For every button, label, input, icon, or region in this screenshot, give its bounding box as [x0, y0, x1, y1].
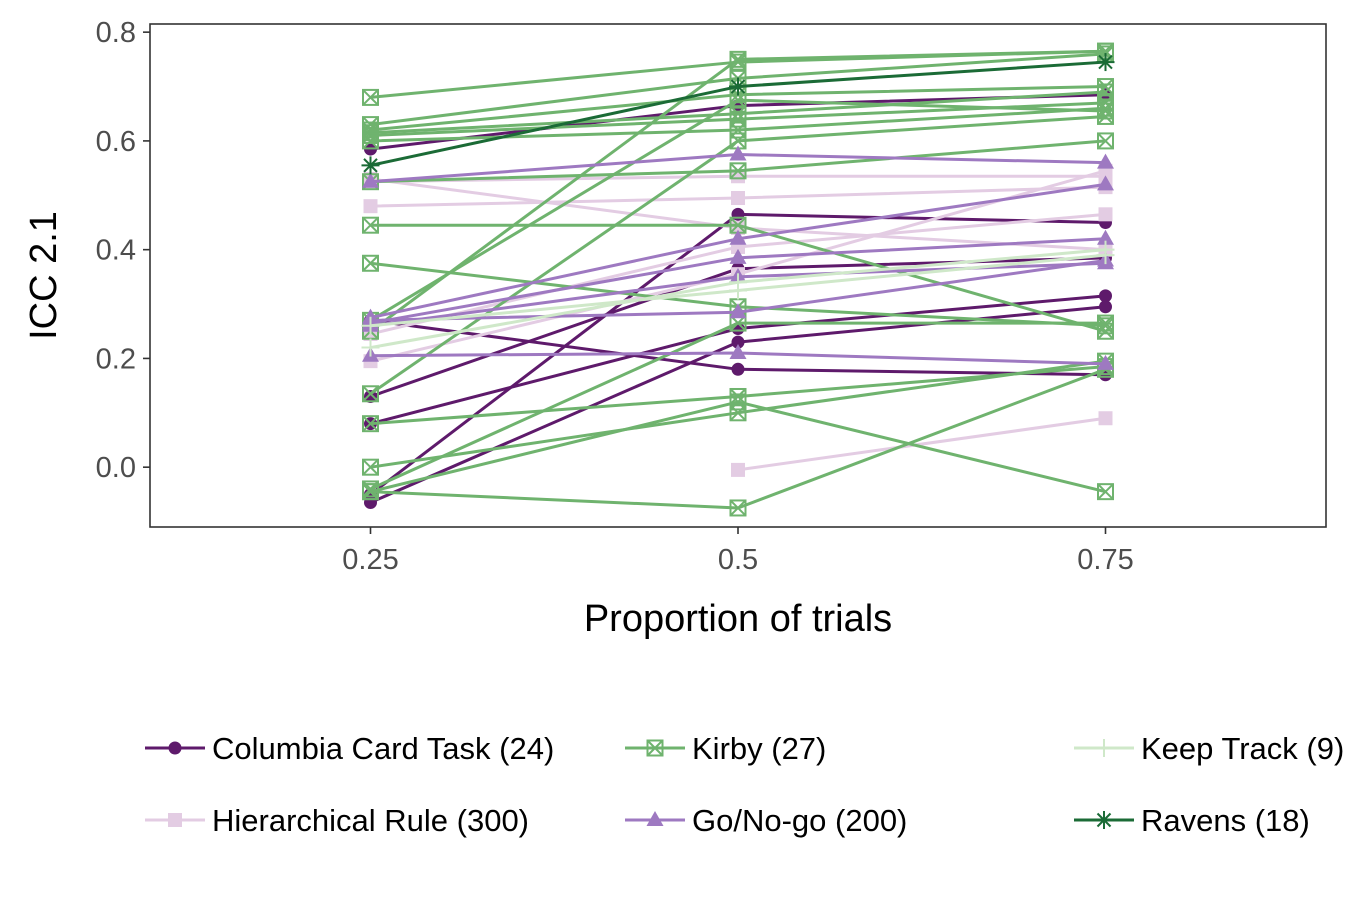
x-tick-label: 0.5 — [718, 544, 758, 576]
data-point — [362, 254, 379, 272]
y-axis: 0.0 0.2 0.4 0.6 0.8 — [96, 17, 150, 484]
y-tick-label: 0.8 — [96, 17, 136, 49]
data-point — [731, 207, 745, 221]
legend-label: Kirby (27) — [692, 731, 826, 766]
series-group-keep-track — [361, 240, 1115, 357]
series-line — [737, 416, 1106, 472]
data-point — [1097, 175, 1114, 191]
series-go-no-go-line-1 — [362, 145, 1114, 188]
data-point — [729, 145, 747, 161]
data-point — [731, 169, 745, 184]
data-point — [1099, 289, 1112, 303]
legend-key-marker — [1095, 739, 1113, 757]
legend-item-columbia-card-task: Columbia Card Task (24) — [145, 731, 554, 766]
data-point — [1097, 354, 1114, 370]
y-tick-label: 0.6 — [96, 126, 136, 158]
series-kirby-line-17 — [362, 360, 1114, 517]
data-point — [361, 156, 380, 175]
data-point — [362, 132, 379, 150]
legend-label: Columbia Card Task (24) — [212, 731, 554, 766]
data-point — [731, 335, 745, 349]
data-point — [362, 172, 379, 188]
y-tick-label: 0.4 — [96, 235, 136, 267]
data-point — [1098, 207, 1113, 222]
series-kirby-line-6 — [362, 99, 1114, 150]
data-point — [729, 273, 747, 292]
legend-key-marker — [646, 739, 664, 757]
data-point — [1097, 107, 1114, 125]
x-tick-label: 0.25 — [342, 544, 398, 576]
data-point — [729, 393, 747, 411]
data-point — [1099, 300, 1112, 314]
legend-key-marker — [646, 811, 664, 826]
legend-item-hierarchical-rule: Hierarchical Rule (300) — [145, 803, 529, 838]
data-point — [362, 216, 379, 234]
data-point — [729, 343, 747, 359]
legend-item-ravens: Ravens (18) — [1074, 803, 1310, 838]
series-ravens-line-1 — [361, 53, 1115, 175]
data-point — [729, 248, 747, 264]
data-point — [729, 499, 747, 517]
data-point — [1097, 229, 1114, 245]
data-point — [729, 77, 747, 96]
data-point — [729, 50, 747, 68]
data-point — [361, 316, 380, 335]
data-point — [731, 191, 745, 206]
data-point — [731, 362, 745, 376]
y-tick-label: 0.0 — [96, 452, 136, 484]
data-point — [729, 162, 747, 180]
data-point — [1098, 411, 1113, 426]
legend-label: Keep Track (9) — [1141, 731, 1344, 766]
data-point — [364, 496, 377, 510]
data-point — [1096, 240, 1115, 259]
data-point — [362, 458, 379, 476]
legend-item-keep-track: Keep Track (9) — [1074, 731, 1344, 766]
series-hierarchical-rule-line-6 — [731, 411, 1113, 477]
data-point — [729, 229, 747, 245]
x-tick-label: 0.75 — [1077, 544, 1133, 576]
data-point — [1097, 153, 1114, 169]
legend-item-go-no-go: Go/No-go (200) — [625, 803, 907, 838]
data-point — [1097, 132, 1114, 150]
data-point — [362, 88, 379, 106]
y-axis-title: ICC 2.1 — [23, 211, 65, 340]
legend: Columbia Card Task (24) Hierarchical Rule… — [145, 731, 1344, 838]
legend-label: Hierarchical Rule (300) — [212, 803, 529, 838]
legend-key-marker — [168, 741, 182, 755]
data-point — [361, 338, 380, 357]
legend-label: Ravens (18) — [1141, 803, 1310, 838]
data-point — [363, 199, 378, 214]
legend-key-marker — [1095, 811, 1113, 829]
data-point — [362, 385, 379, 403]
x-axis-title: Proportion of trials — [584, 598, 892, 640]
y-tick-label: 0.2 — [96, 343, 136, 375]
legend-item-kirby: Kirby (27) — [625, 731, 826, 766]
data-point — [731, 462, 745, 477]
data-point — [1097, 314, 1114, 332]
legend-key-marker — [168, 813, 182, 827]
data-point — [362, 483, 379, 501]
series-layer — [361, 42, 1115, 517]
data-point — [729, 303, 747, 319]
x-axis: 0.25 0.5 0.75 — [342, 527, 1134, 576]
series-keep-track-line-2 — [361, 240, 1115, 357]
series-go-no-go-line-5 — [362, 251, 1114, 327]
data-point — [1097, 483, 1114, 501]
data-point — [362, 415, 379, 433]
series-group-ravens — [361, 53, 1115, 175]
legend-label: Go/No-go (200) — [692, 803, 907, 838]
data-point — [1096, 53, 1115, 72]
